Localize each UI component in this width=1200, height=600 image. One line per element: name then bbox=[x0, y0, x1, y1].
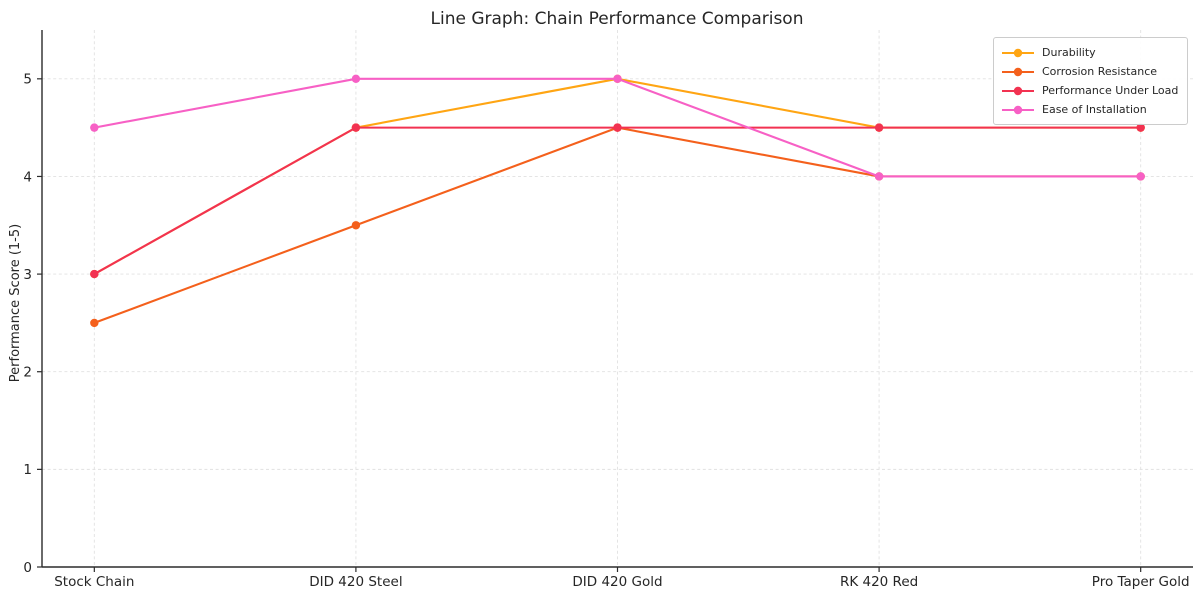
data-point-corrosion-resistance bbox=[90, 318, 99, 328]
legend-line-marker-icon bbox=[1002, 48, 1034, 57]
x-tick-label-did-420-steel: DID 420 Steel bbox=[309, 574, 402, 590]
legend-item-durability: Durability bbox=[1001, 43, 1178, 62]
chart-title: Line Graph: Chain Performance Comparison bbox=[431, 9, 804, 29]
x-tick-label-stock-chain: Stock Chain bbox=[54, 574, 134, 590]
legend-label: Durability bbox=[1042, 46, 1096, 59]
data-point-corrosion-resistance bbox=[351, 221, 361, 230]
legend-label: Ease of Installation bbox=[1042, 103, 1147, 116]
legend-item-ease-of-installation: Ease of Installation bbox=[1001, 100, 1178, 119]
data-point-ease-of-installation bbox=[1136, 172, 1145, 181]
legend-line-marker-icon bbox=[1002, 105, 1034, 114]
x-tick-label-rk-420-red: RK 420 Red bbox=[840, 574, 918, 590]
legend-label: Corrosion Resistance bbox=[1042, 65, 1158, 78]
y-tick-label: 2 bbox=[23, 365, 32, 381]
x-tick-label-did-420-gold: DID 420 Gold bbox=[572, 574, 662, 590]
data-point-performance-under-load bbox=[90, 269, 99, 279]
legend-item-corrosion-resistance: Corrosion Resistance bbox=[1001, 62, 1178, 81]
y-tick-label: 5 bbox=[23, 72, 32, 88]
data-point-performance-under-load bbox=[1136, 123, 1145, 132]
data-point-ease-of-installation bbox=[351, 74, 361, 84]
y-tick-label: 1 bbox=[23, 462, 32, 478]
legend: Durability Corrosion Resistance Performanc… bbox=[993, 37, 1189, 125]
x-tick-label-pro-taper-gold: Pro Taper Gold bbox=[1092, 574, 1190, 590]
legend-line-marker-icon bbox=[1002, 67, 1034, 76]
legend-label: Performance Under Load bbox=[1042, 84, 1179, 97]
y-tick-label: 4 bbox=[23, 169, 32, 185]
y-tick-label: 3 bbox=[23, 267, 32, 283]
data-point-performance-under-load bbox=[613, 123, 622, 132]
y-tick-label: 0 bbox=[23, 560, 32, 576]
data-point-ease-of-installation bbox=[874, 172, 884, 181]
y-axis-label: Performance Score (1-5) bbox=[8, 224, 23, 382]
legend-line-marker-icon bbox=[1002, 86, 1034, 95]
data-point-performance-under-load bbox=[874, 123, 884, 132]
data-point-ease-of-installation bbox=[613, 74, 622, 84]
legend-item-performance-under-load: Performance Under Load bbox=[1001, 81, 1178, 100]
data-point-performance-under-load bbox=[351, 123, 361, 132]
data-point-ease-of-installation bbox=[90, 123, 99, 132]
